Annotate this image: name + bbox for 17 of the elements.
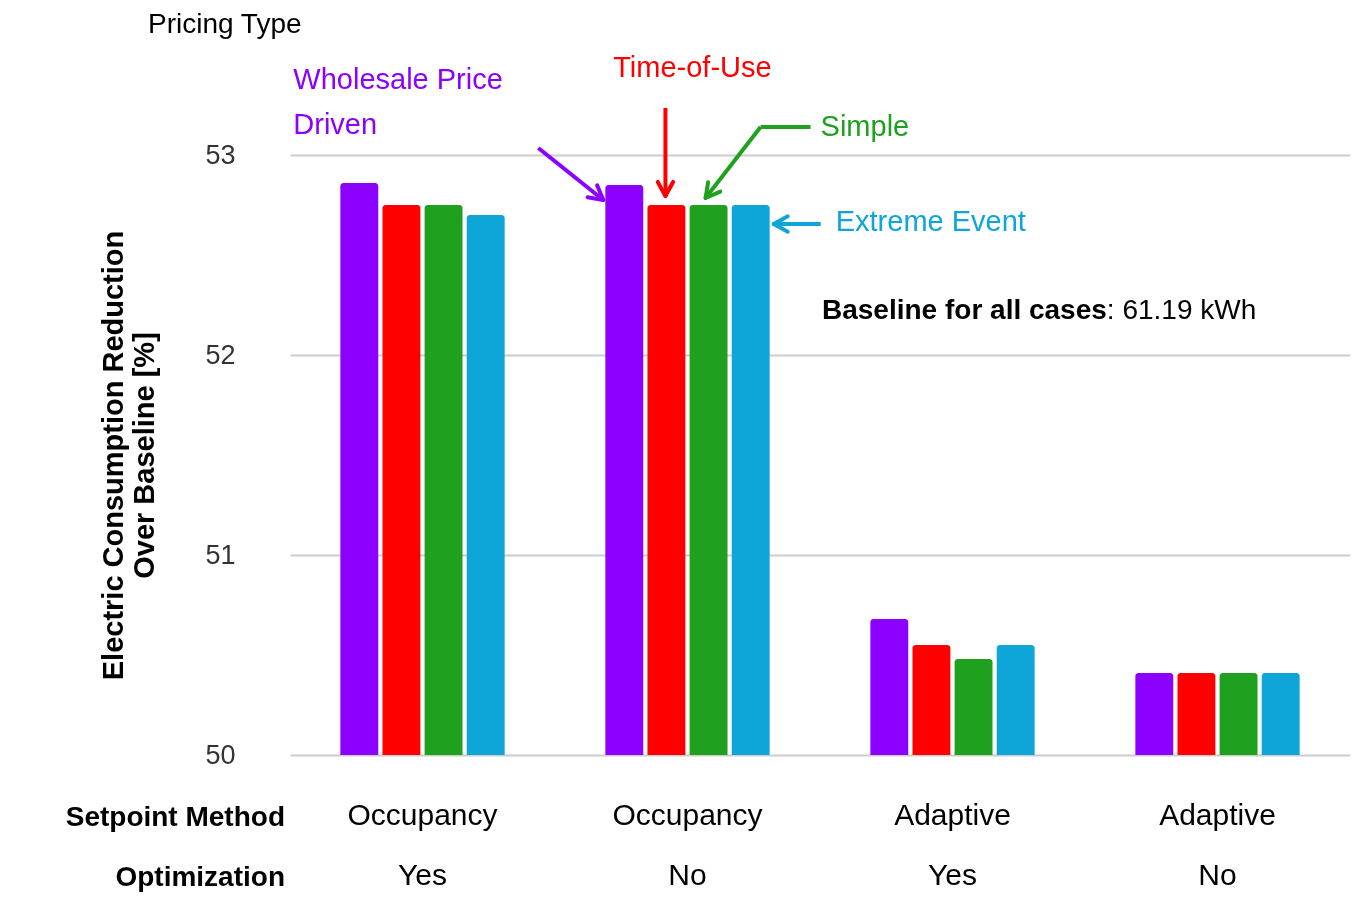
legend-label: Extreme Event [835,205,1026,237]
legend-title: Pricing Type [148,8,302,39]
y-tick-label: 52 [205,339,236,370]
x-tick-label: Occupancy Yes [347,797,498,891]
annotation: Baseline for all cases: 61.19 kWh [822,294,1257,325]
y-tick-label: 50 [205,739,236,770]
y-axis-title: Electric Consumption Reduction Over Baseline [%] [97,230,161,681]
text: Optimization [115,861,285,892]
x-tick-label: Occupancy No [612,797,763,891]
text: Time-of-Use [613,51,772,83]
legend-label: Simple [820,110,910,142]
y-tick-label: 51 [205,539,236,570]
text: Setpoint Method [65,801,285,832]
y-tick-label: 53 [205,139,236,170]
text: Wholesale Price Driven [293,63,503,140]
x-tick-label: Adaptive No [1159,797,1276,891]
x-tick-label: Adaptive Yes [894,797,1011,891]
